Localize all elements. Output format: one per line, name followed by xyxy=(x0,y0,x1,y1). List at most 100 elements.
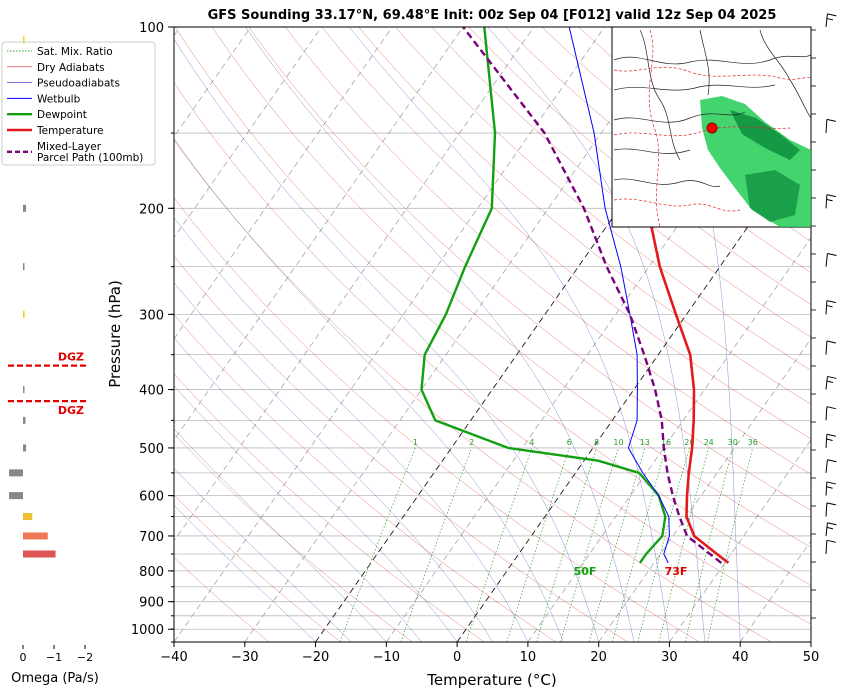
mixing-ratio-label: 16 xyxy=(661,438,671,447)
wind-barb-icon xyxy=(825,459,837,473)
dry-adiabat xyxy=(174,82,811,625)
dry-adiabat xyxy=(175,27,811,586)
omega-bar xyxy=(23,532,48,540)
wind-barb-icon xyxy=(825,481,836,496)
omega-bar xyxy=(23,444,27,452)
series-dewpoint xyxy=(420,27,667,564)
legend-label: Dewpoint xyxy=(37,109,87,121)
y-tick-label: 500 xyxy=(139,442,164,457)
y-tick-label: 200 xyxy=(139,202,164,217)
x-axis: −40 −30 −20 −10 0 10 20 30 40 50 xyxy=(160,642,819,665)
omega-bar xyxy=(23,36,25,44)
isotherm-gridline xyxy=(598,338,811,642)
map-isobars xyxy=(613,29,812,188)
wind-barb-icon xyxy=(825,375,837,390)
omega-bar xyxy=(23,263,25,271)
mixing-ratio-label: 10 xyxy=(613,438,623,447)
y-tick-label: 800 xyxy=(139,565,164,580)
pseudoadiabat xyxy=(174,282,493,642)
x-tick-label: 50 xyxy=(803,650,820,665)
mixing-ratio-line xyxy=(707,447,754,642)
x-tick-label: −30 xyxy=(231,650,258,665)
pseudoadiabat xyxy=(349,27,670,642)
omega-bar xyxy=(23,550,56,558)
y-axis-label: Pressure (hPa) xyxy=(106,280,124,388)
dry-adiabat xyxy=(395,27,811,371)
legend-box xyxy=(1,41,156,166)
y-tick-label: 400 xyxy=(139,384,164,399)
omega-bar xyxy=(23,386,25,394)
dry-adiabat xyxy=(431,27,811,338)
mixing-ratio-label: 30 xyxy=(728,438,738,447)
legend-label: Dry Adiabats xyxy=(37,62,105,74)
zero-isotherm xyxy=(456,135,811,642)
x-tick-label: −10 xyxy=(373,650,400,665)
pseudoadiabat xyxy=(174,467,352,642)
y-tick-label: 900 xyxy=(139,596,164,611)
pseudoadiabat xyxy=(174,217,529,642)
x-tick-label: −20 xyxy=(302,650,329,665)
dry-adiabat xyxy=(321,27,811,440)
wind-barb-icon xyxy=(825,340,836,355)
omega-tick-label: −1 xyxy=(46,651,62,664)
omega-bar xyxy=(23,416,26,424)
series-wetbulb xyxy=(568,27,670,564)
wind-barb-icon xyxy=(825,194,836,209)
mixing-ratio-line xyxy=(560,447,619,642)
omega-axis-label: Omega (Pa/s) xyxy=(11,671,99,686)
y-tick-label: 300 xyxy=(139,308,164,323)
y-tick-label: 1000 xyxy=(131,623,164,638)
pseudoadiabat xyxy=(174,337,458,642)
mixing-ratio-line xyxy=(637,447,690,642)
dgz-top-label: DGZ xyxy=(58,351,84,364)
dry-adiabat xyxy=(248,27,811,511)
mixing-ratio-line xyxy=(339,447,416,642)
legend-label: Temperature xyxy=(36,125,104,137)
legend: Sat. Mix. Ratio Dry Adiabats Pseudoadiabat… xyxy=(1,41,156,166)
y-axis: 100 200 300 400 500 600 700 800 900 1000 xyxy=(131,21,174,643)
x-tick-label: 30 xyxy=(661,650,678,665)
pseudoadiabat xyxy=(174,38,599,642)
sounding-profiles xyxy=(420,27,730,564)
legend-label: Sat. Mix. Ratio xyxy=(37,46,113,58)
mixing-ratio-label: 36 xyxy=(748,438,758,447)
plot-frame xyxy=(173,26,812,643)
pseudoadiabat xyxy=(174,385,422,642)
mixing-ratio-line xyxy=(588,447,646,642)
isotherm-gridline xyxy=(174,27,605,642)
x-axis-label: Temperature (°C) xyxy=(426,671,556,689)
mixing-ratio-label: 2 xyxy=(469,438,474,447)
mixing-ratio-line xyxy=(658,447,710,642)
wind-barb-icon xyxy=(825,13,837,28)
y-tick-label: 700 xyxy=(139,530,164,545)
pseudoadiabat xyxy=(174,428,387,642)
isotherm-gridline xyxy=(669,439,811,642)
dry-adiabat xyxy=(174,314,557,642)
wind-barb-icon xyxy=(825,300,836,315)
mixing-ratio-label: 20 xyxy=(684,438,694,447)
dry-adiabat xyxy=(285,27,811,475)
wind-barb-icon xyxy=(825,539,836,555)
pseudoadiabat xyxy=(174,138,564,642)
isotherm-gridline xyxy=(174,27,252,138)
mixing-ratio-line xyxy=(536,447,598,642)
x-tick-label: 40 xyxy=(732,650,749,665)
mixing-ratio-line xyxy=(612,447,667,642)
mixing-ratio-label: 24 xyxy=(704,438,714,447)
mixing-ratio-labels: 1 2 4 6 8 10 13 16 20 24 30 36 xyxy=(413,438,758,447)
dry-adiabat xyxy=(468,27,811,306)
isotherm-gridline xyxy=(810,641,811,642)
map-location-marker-icon xyxy=(706,122,718,134)
inset-map xyxy=(611,26,812,228)
pseudoadiabat xyxy=(647,27,741,642)
omega-tick-label: −2 xyxy=(77,651,93,664)
wind-barb-icon xyxy=(825,522,837,537)
wind-barb-icon xyxy=(825,406,836,421)
mixing-ratio-label: 4 xyxy=(529,438,534,447)
dry-adiabat xyxy=(174,197,700,642)
surface-temperature-label: 73F xyxy=(665,565,688,578)
dry-adiabat xyxy=(174,255,628,642)
map-precip-shading xyxy=(700,96,811,227)
isotherm-gridline xyxy=(174,27,393,340)
